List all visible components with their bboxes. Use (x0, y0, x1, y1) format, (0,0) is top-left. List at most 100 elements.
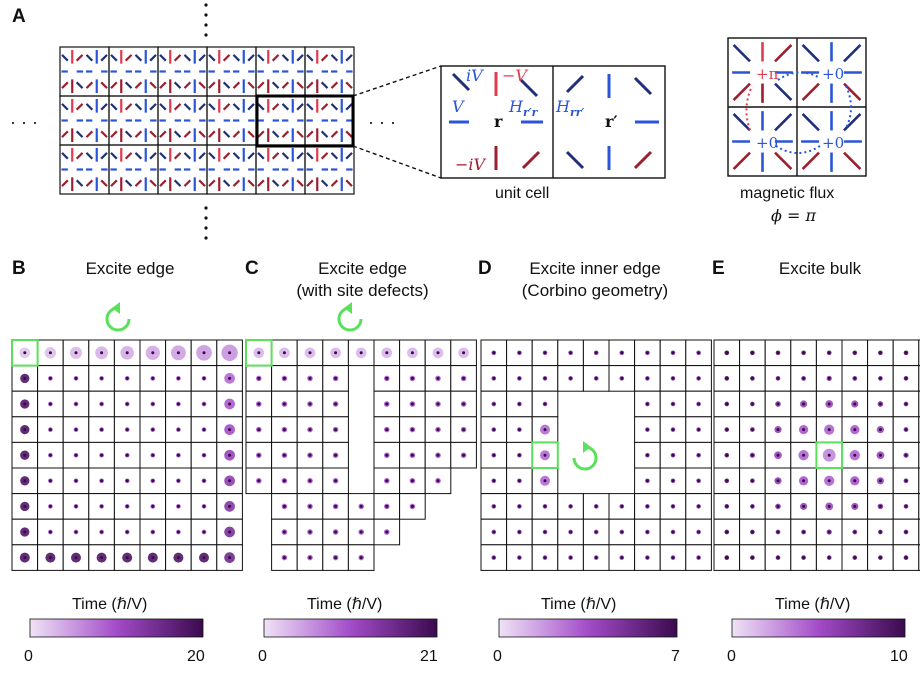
lattice-bond (198, 179, 206, 187)
site-center-dot (725, 428, 729, 432)
site-center-dot (257, 428, 261, 432)
colorbar-e (731, 618, 906, 638)
site-center-dot (202, 376, 206, 380)
lattice-bond (110, 81, 118, 89)
site-center-dot (202, 479, 206, 483)
site-center-dot (827, 556, 831, 560)
lattice-bond (320, 81, 329, 89)
site-center-dot (543, 376, 547, 380)
lattice-bond (296, 130, 304, 138)
site-center-dot (151, 556, 155, 560)
site-center-dot (100, 402, 104, 406)
lattice-bond (159, 103, 167, 111)
site-center-dot (904, 530, 908, 534)
lattice-bond (134, 54, 143, 62)
site-center-dot (492, 402, 496, 406)
site-center-dot (594, 556, 598, 560)
lattice-bond (222, 152, 231, 160)
lattice-bond (296, 179, 304, 187)
vertical-ellipsis-dot (204, 33, 208, 37)
site-center-dot (904, 504, 908, 508)
lattice-bond (732, 82, 751, 101)
site-center-dot (436, 453, 440, 457)
lattice-bond (801, 82, 820, 101)
site-center-dot (334, 428, 338, 432)
lattice-bond (134, 103, 143, 111)
lattice-bond (100, 130, 108, 138)
right-ellipsis: · · · (368, 112, 396, 132)
site-center-dot (176, 428, 180, 432)
site-center-dot (308, 479, 312, 483)
excitation-site-highlight (531, 441, 559, 469)
site-center-dot (904, 376, 908, 380)
vertical-ellipsis-dot (204, 23, 208, 27)
rotation-arrow (105, 306, 131, 332)
site-center-dot (878, 530, 882, 534)
site-center-dot (671, 402, 675, 406)
lattice-bond (208, 130, 216, 138)
lattice-bond (134, 179, 143, 187)
site-center-dot (228, 504, 232, 508)
vertical-ellipsis-dot (204, 216, 208, 220)
site-center-dot (436, 479, 440, 483)
lattice-bond (843, 113, 862, 132)
lattice-bond (843, 151, 862, 170)
site-center-dot (74, 402, 78, 406)
site-center-dot (697, 504, 701, 508)
lattice-bond (801, 113, 820, 132)
lattice-bond (330, 152, 339, 160)
site-center-dot (802, 428, 806, 432)
site-center-dot (359, 556, 363, 560)
site-center-dot (410, 504, 414, 508)
site-center-dot (385, 376, 389, 380)
site-center-dot (697, 479, 701, 483)
site-center-dot (750, 376, 754, 380)
site-center-dot (228, 479, 232, 483)
site-center-dot (385, 504, 389, 508)
lattice-site (918, 493, 920, 520)
site-center-dot (462, 351, 466, 355)
site-center-dot (802, 351, 806, 355)
site-center-dot (151, 428, 155, 432)
site-center-dot (904, 428, 908, 432)
lattice-bond (330, 130, 339, 138)
site-center-dot (853, 556, 857, 560)
lattice-bond (257, 54, 265, 62)
site-center-dot (878, 402, 882, 406)
lattice-bond (134, 130, 143, 138)
panel-b-cbar-title: Time (ℏ/V) (72, 596, 148, 613)
flux-plaquette-4: +0 (822, 134, 845, 152)
site-center-dot (228, 556, 232, 560)
panel-c-cbar-title: Time (ℏ/V) (307, 596, 383, 613)
lattice-bond (222, 54, 231, 62)
site-center-dot (436, 428, 440, 432)
lattice-bond (75, 81, 84, 89)
lattice-bond (124, 81, 133, 89)
site-center-dot (359, 504, 363, 508)
site-center-dot (725, 402, 729, 406)
lattice-bond (281, 54, 290, 62)
site-center-dot (48, 556, 52, 560)
lattice-bond (732, 151, 751, 170)
site-center-dot (308, 530, 312, 534)
site-center-dot (645, 402, 649, 406)
lattice-bond (232, 130, 241, 138)
rotation-arrow (337, 306, 363, 332)
site-center-dot (776, 504, 780, 508)
lattice-bond (345, 54, 353, 62)
lattice-bond (222, 103, 231, 111)
flux-plaquette-1: +π (756, 65, 779, 83)
site-center-dot (23, 428, 27, 432)
site-center-dot (202, 351, 206, 355)
site-center-dot (23, 376, 27, 380)
lattice-bond (271, 54, 280, 62)
lattice-bond (281, 130, 290, 138)
site-center-dot (100, 479, 104, 483)
lattice-bond (75, 103, 84, 111)
panel-b-cbar-max: 20 (187, 648, 205, 665)
lattice-bond (61, 103, 69, 111)
panel-d-cbar-min: 0 (493, 648, 502, 665)
site-center-dot (671, 556, 675, 560)
lattice-bond (85, 152, 94, 160)
lattice-bond (110, 103, 118, 111)
